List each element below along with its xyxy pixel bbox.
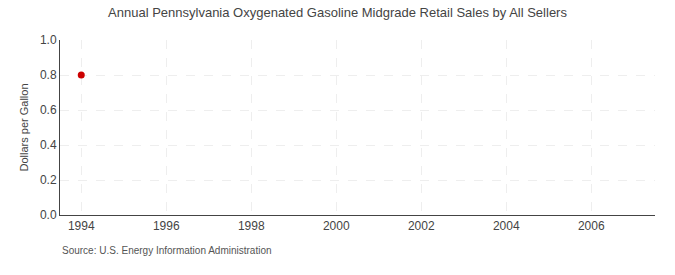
svg-text:0.6: 0.6 bbox=[40, 103, 57, 117]
svg-text:2000: 2000 bbox=[323, 219, 350, 233]
svg-text:Dollars per Gallon: Dollars per Gallon bbox=[18, 83, 30, 171]
svg-text:1994: 1994 bbox=[68, 219, 95, 233]
svg-text:2006: 2006 bbox=[578, 219, 605, 233]
svg-text:0.4: 0.4 bbox=[40, 138, 57, 152]
svg-text:0.2: 0.2 bbox=[40, 173, 57, 187]
svg-text:Source: U.S. Energy Informatio: Source: U.S. Energy Information Administ… bbox=[62, 245, 272, 256]
svg-text:Annual Pennsylvania Oxygenated: Annual Pennsylvania Oxygenated Gasoline … bbox=[108, 5, 567, 20]
svg-text:2002: 2002 bbox=[408, 219, 435, 233]
svg-text:1998: 1998 bbox=[238, 219, 265, 233]
svg-text:2004: 2004 bbox=[493, 219, 520, 233]
svg-text:0.8: 0.8 bbox=[40, 68, 57, 82]
svg-text:1996: 1996 bbox=[153, 219, 180, 233]
svg-text:1.0: 1.0 bbox=[40, 33, 57, 47]
svg-text:0.0: 0.0 bbox=[40, 208, 57, 222]
